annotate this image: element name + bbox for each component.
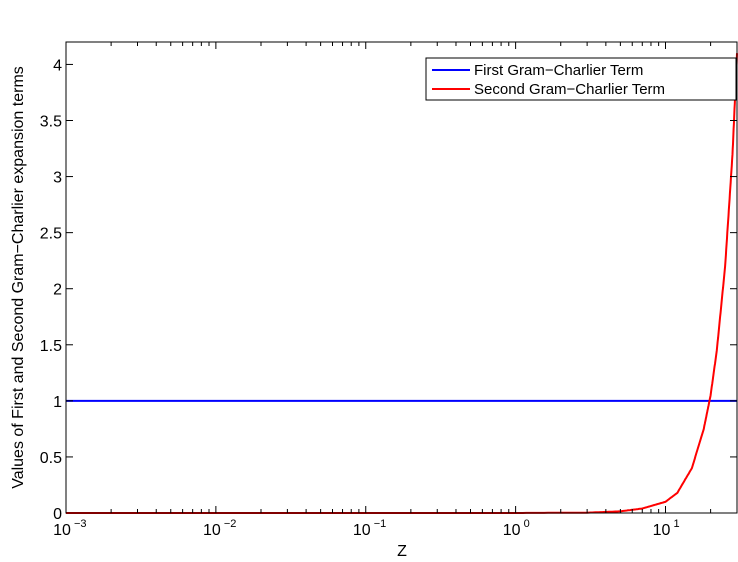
x-axis-label: Z	[397, 543, 407, 560]
y-tick-label: 4	[53, 57, 62, 74]
legend-label-first-term: First Gram−Charlier Term	[474, 62, 643, 79]
x-tick-label: 10	[653, 522, 671, 539]
x-tick-label-exponent: −1	[374, 518, 387, 530]
y-tick-label: 0.5	[40, 450, 62, 467]
legend-box	[425, 57, 737, 101]
x-tick-label: 10	[503, 522, 521, 539]
x-tick-label-exponent: −3	[74, 518, 87, 530]
y-axis-label: Values of First and Second Gram−Charlier…	[10, 66, 27, 489]
legend: First Gram−Charlier Term Second Gram−Cha…	[425, 57, 737, 101]
y-tick-label: 2	[53, 282, 62, 299]
plot-area	[66, 53, 738, 514]
x-tick-label: 10	[53, 522, 71, 539]
x-tick-label: 10	[203, 522, 221, 539]
x-tick-label-exponent: 1	[673, 518, 679, 530]
y-tick-label: 1	[53, 394, 62, 411]
y-tick-label: 2.5	[40, 226, 62, 243]
x-tick-label-exponent: −2	[224, 518, 237, 530]
y-tick-label: 3	[53, 170, 62, 187]
x-tick-label: 10	[353, 522, 371, 539]
y-tick-label: 1.5	[40, 338, 62, 355]
y-tick-label: 0	[53, 506, 62, 523]
series-line-2	[66, 53, 738, 514]
axes-box	[65, 41, 738, 514]
y-tick-label: 3.5	[40, 114, 62, 131]
ticks: 10 −3 10 −2 10 −1 10 0 10 100.511.522.533.54	[40, 42, 738, 539]
x-tick-label-exponent: 0	[524, 518, 530, 530]
legend-label-second-term: Second Gram−Charlier Term	[474, 81, 665, 98]
